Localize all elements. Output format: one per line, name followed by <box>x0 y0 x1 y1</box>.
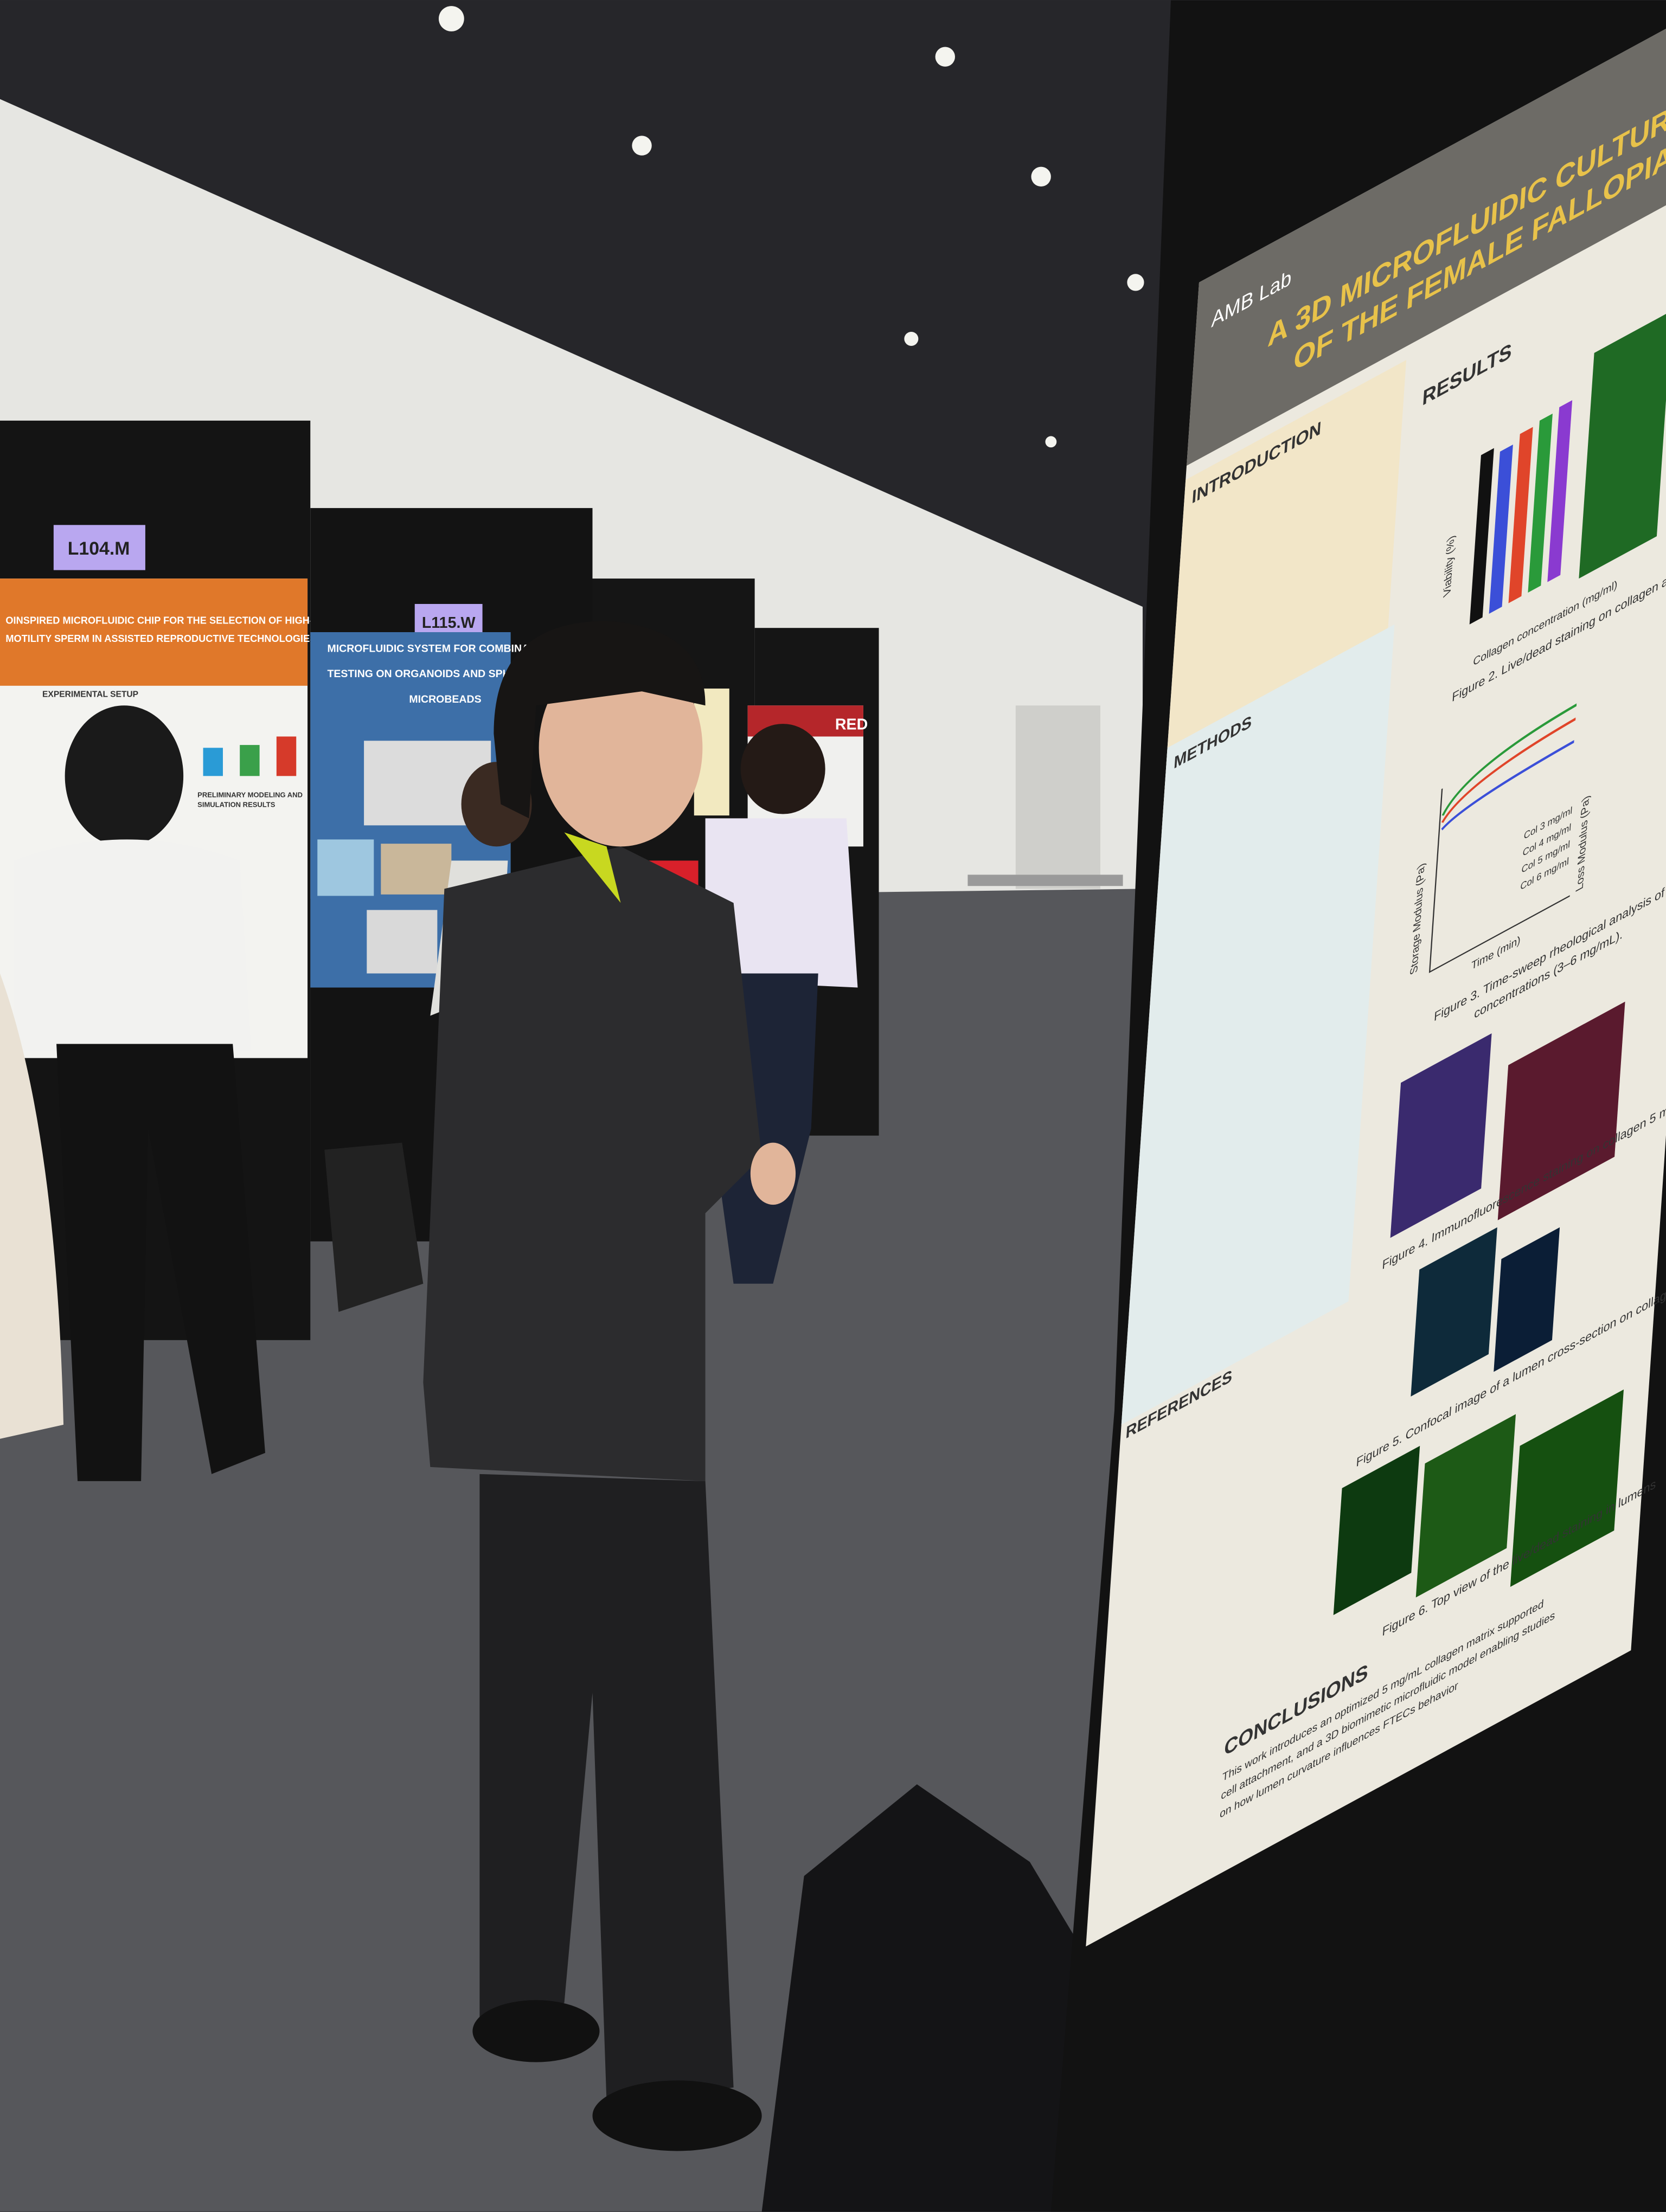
poster-figure <box>240 745 260 776</box>
poster-title: OINSPIRED MICROFLUIDIC CHIP FOR THE SELE… <box>5 615 313 626</box>
doorway <box>1015 705 1100 889</box>
light <box>632 136 652 156</box>
poster-header <box>0 578 308 686</box>
person-shirt <box>14 839 252 1051</box>
poster-banner <box>1187 0 1666 466</box>
figure-curve <box>1441 717 1576 823</box>
methods-panel <box>1121 624 1395 1425</box>
main-poster: AMB Lab A 3D MICROFLUIDIC CULTURE MODEL … <box>1086 0 1666 1947</box>
table <box>967 874 1123 886</box>
shoe <box>592 2080 762 2151</box>
person-pants <box>56 1044 266 1481</box>
light <box>1045 436 1057 448</box>
poster-title: TESTING ON ORGANOIDS AND SPHEROIDS <box>327 668 550 680</box>
light <box>1031 166 1051 187</box>
poster-figure <box>276 736 297 776</box>
figure-image <box>1510 1389 1624 1587</box>
person-hair <box>65 705 184 847</box>
poster-figure <box>381 844 452 895</box>
figure-axis <box>1428 788 1570 973</box>
poster-figure <box>317 839 374 896</box>
poster-figure <box>203 748 223 776</box>
figure-bar <box>1489 445 1513 614</box>
light <box>1127 274 1144 291</box>
figure-image <box>1579 310 1666 579</box>
board-label: L104.M <box>68 538 130 559</box>
poster-figure <box>367 910 438 974</box>
figure-bar <box>1508 427 1533 603</box>
backpack <box>324 1142 424 1312</box>
figure-bar <box>1469 448 1494 625</box>
figure-image <box>1415 1414 1516 1598</box>
poster-title: MICROFLUIDIC SYSTEM FOR COMBINATOR <box>327 642 550 654</box>
person-arm <box>0 973 64 1439</box>
board-label-bg <box>53 525 145 570</box>
figure-curve <box>1441 703 1577 816</box>
figure-curve <box>1441 740 1574 831</box>
poster-section: EXPERIMENTAL SETUP <box>42 690 138 699</box>
figure-image <box>1390 1033 1492 1238</box>
board-label: L115.W <box>422 614 476 632</box>
hand <box>750 1142 796 1205</box>
figure-bar <box>1547 400 1573 582</box>
ceiling-lights <box>438 6 1144 448</box>
light <box>904 331 919 346</box>
person-shirt <box>705 818 858 988</box>
poster-section: SIMULATION RESULTS <box>197 801 275 809</box>
figure-image <box>1497 1001 1625 1220</box>
suit-jacket <box>423 846 762 1481</box>
light <box>935 47 956 67</box>
person-head <box>740 724 825 814</box>
figure-image <box>1411 1227 1497 1397</box>
backpack <box>761 1784 1129 2212</box>
light <box>438 6 464 31</box>
shoe <box>472 2000 600 2062</box>
suit-pants <box>479 1474 734 2102</box>
poster-logo: RED <box>835 716 868 733</box>
poster-title: MICROBEADS <box>409 693 481 705</box>
figure-image <box>1333 1445 1420 1616</box>
hair <box>494 621 706 819</box>
poster-section: PRELIMINARY MODELING AND <box>197 790 303 799</box>
poster-title: MOTILITY SPERM IN ASSISTED REPRODUCTIVE … <box>5 633 316 644</box>
figure-image <box>1494 1227 1560 1372</box>
figure-bar <box>1528 413 1553 593</box>
